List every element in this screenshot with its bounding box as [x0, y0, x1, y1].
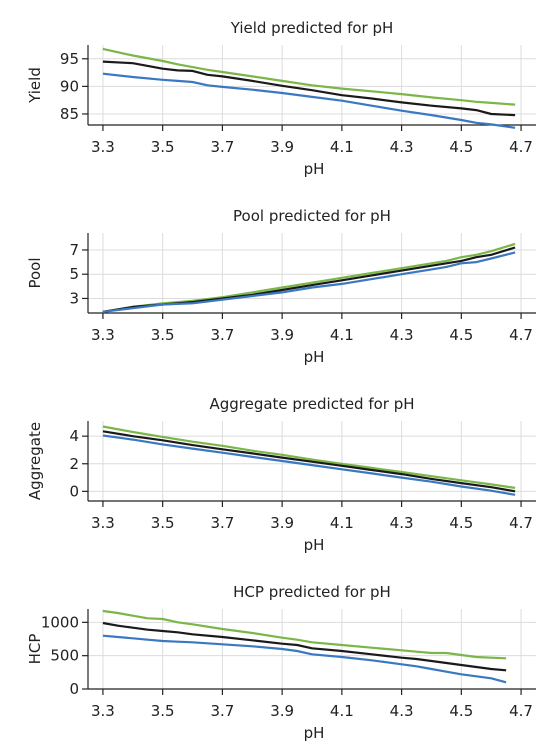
x-tick-label: 4.7 [509, 514, 533, 532]
x-tick-label: 4.3 [390, 326, 414, 344]
series-line [102, 609, 507, 660]
y-tick-label: 0 [69, 482, 79, 500]
chart-title: Pool predicted for pH [233, 207, 391, 225]
x-tick-label: 4.1 [330, 138, 354, 156]
x-tick-label: 3.3 [91, 326, 115, 344]
yield-chart: Yield predicted for pH 3.3 3.5 3.7 3.9 4.1 4.3… [26, 19, 536, 178]
x-axis-label: pH [304, 160, 325, 178]
series-line [102, 634, 507, 684]
series-line [102, 60, 516, 117]
x-tick-label: 4.3 [390, 702, 414, 720]
x-tick-label: 3.5 [151, 326, 175, 344]
series-line [102, 425, 516, 489]
series-line [102, 242, 516, 313]
x-tick-label: 4.5 [449, 326, 473, 344]
y-axis-label: HCP [26, 634, 44, 665]
chart-title: Yield predicted for pH [230, 19, 394, 37]
y-tick-label: 500 [50, 647, 79, 665]
x-tick-label: 3.9 [270, 138, 294, 156]
x-tick-label: 3.7 [210, 326, 234, 344]
x-axis-label: pH [304, 724, 325, 742]
series-line [102, 47, 516, 106]
x-tick-label: 4.7 [509, 138, 533, 156]
y-axis-label: Aggregate [26, 422, 44, 500]
y-tick-label: 5 [69, 265, 79, 283]
y-tick-label: 85 [60, 105, 79, 123]
y-tick-label: 95 [60, 50, 79, 68]
series-line [102, 621, 507, 672]
aggregate-chart: Aggregate predicted for pH 3.3 3.5 3.7 3.9 4.… [26, 395, 536, 554]
x-tick-label: 4.5 [449, 138, 473, 156]
x-tick-label: 3.7 [210, 702, 234, 720]
chart-title: Aggregate predicted for pH [209, 395, 414, 413]
y-axis-label: Pool [26, 257, 44, 288]
hcp-chart: HCP predicted for pH 3.3 3.5 3.7 3.9 4.1 4.3 4.… [26, 583, 536, 742]
x-tick-label: 4.1 [330, 326, 354, 344]
y-tick-label: 7 [69, 241, 79, 259]
x-tick-label: 3.5 [151, 138, 175, 156]
y-axis-label: Yield [26, 67, 44, 104]
x-tick-label: 3.9 [270, 514, 294, 532]
x-tick-label: 3.3 [91, 702, 115, 720]
x-tick-label: 4.1 [330, 514, 354, 532]
x-tick-label: 3.5 [151, 514, 175, 532]
x-tick-label: 3.3 [91, 138, 115, 156]
y-tick-label: 4 [69, 427, 79, 445]
x-tick-label: 4.5 [449, 702, 473, 720]
x-tick-label: 3.9 [270, 326, 294, 344]
x-tick-label: 3.7 [210, 514, 234, 532]
series-line [102, 72, 516, 129]
series-line [102, 251, 516, 313]
x-tick-label: 4.3 [390, 514, 414, 532]
y-tick-label: 1000 [41, 613, 79, 631]
x-tick-label: 3.7 [210, 138, 234, 156]
x-axis-label: pH [304, 536, 325, 554]
x-tick-label: 3.9 [270, 702, 294, 720]
x-tick-label: 4.3 [390, 138, 414, 156]
x-tick-label: 4.7 [509, 326, 533, 344]
y-tick-label: 90 [60, 77, 79, 95]
y-tick-label: 2 [69, 455, 79, 473]
x-tick-label: 3.3 [91, 514, 115, 532]
x-tick-label: 4.7 [509, 702, 533, 720]
series-line [102, 430, 516, 493]
pool-chart: Pool predicted for pH 3.3 3.5 3.7 3.9 4.1 4.3 4… [26, 207, 536, 366]
series-line [102, 434, 516, 496]
y-tick-label: 0 [69, 680, 79, 698]
y-tick-label: 3 [69, 289, 79, 307]
x-axis-label: pH [304, 348, 325, 366]
chart-title: HCP predicted for pH [233, 583, 391, 601]
x-tick-label: 4.5 [449, 514, 473, 532]
x-tick-label: 3.5 [151, 702, 175, 720]
x-tick-label: 4.1 [330, 702, 354, 720]
